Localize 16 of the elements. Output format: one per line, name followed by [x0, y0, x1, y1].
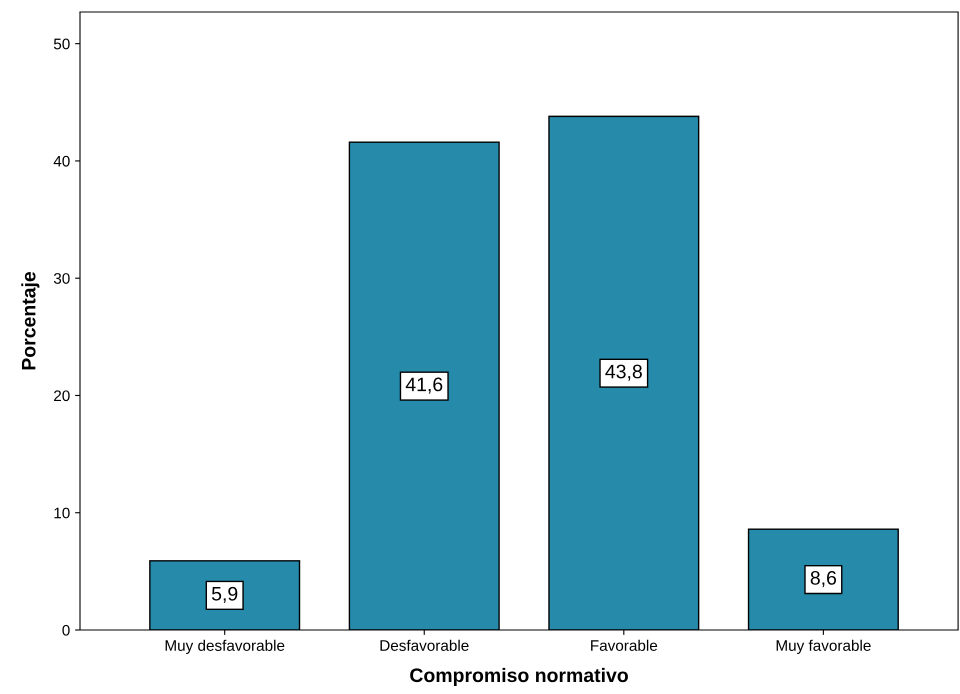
y-tick-label: 0: [62, 624, 70, 636]
x-tick-label: Muy desfavorable: [166, 640, 284, 654]
data-label: 41,6: [406, 378, 442, 394]
data-label: 43,8: [605, 364, 642, 381]
x-tick-label: Muy favorable: [776, 640, 871, 654]
y-tick-label: 20: [54, 390, 70, 402]
y-axis-title: Porcentaje: [21, 272, 40, 370]
y-tick-label: 10: [54, 508, 70, 518]
x-tick-label: Desfavorable: [380, 640, 469, 651]
data-label: 5,9: [212, 586, 238, 603]
x-axis-title: Compromiso normativo: [410, 668, 628, 686]
y-tick-label: 30: [54, 273, 70, 284]
y-tick-label: 40: [54, 156, 70, 167]
x-tick-label: Favorable: [591, 640, 658, 651]
data-label: 8,6: [810, 571, 836, 588]
y-tick-label: 50: [54, 38, 70, 50]
